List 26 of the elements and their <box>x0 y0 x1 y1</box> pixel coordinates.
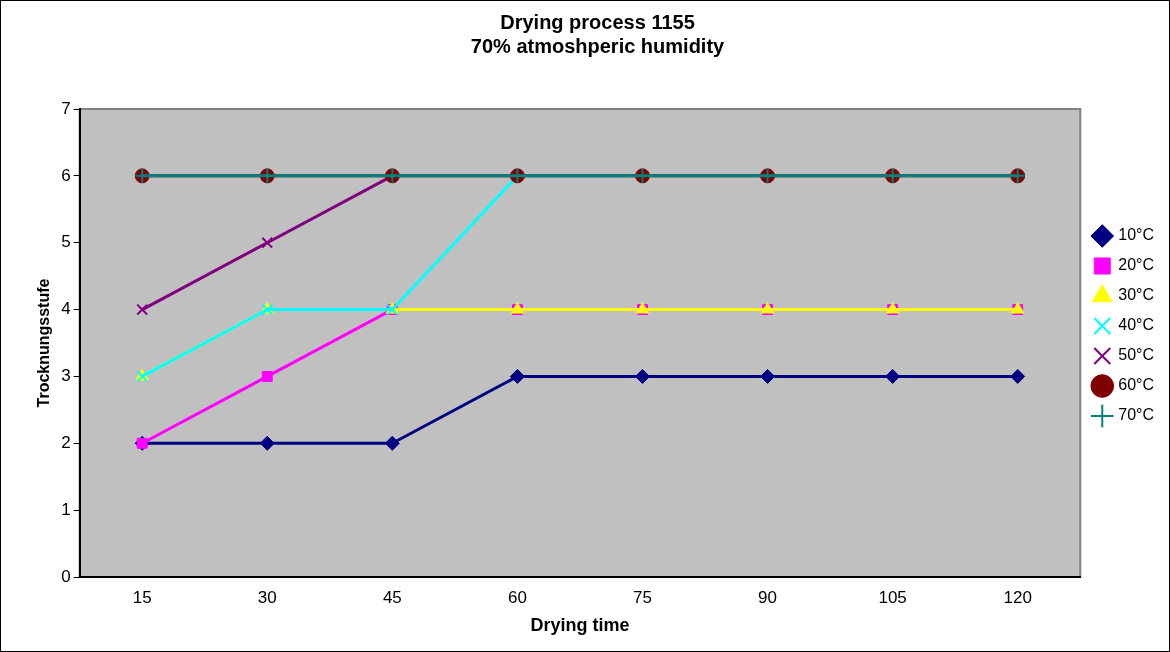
x-tick-label: 30 <box>257 587 277 607</box>
legend-label: 60°C <box>1118 376 1154 394</box>
x-axis-title: Drying time <box>530 615 630 636</box>
y-tick-label: 4 <box>61 299 71 319</box>
legend-label: 20°C <box>1118 256 1154 274</box>
legend-label: 50°C <box>1118 346 1154 364</box>
y-axis-title: Trocknungsstufe <box>35 278 53 408</box>
y-tick-label: 3 <box>61 366 71 386</box>
y-tick-label: 6 <box>61 165 71 185</box>
y-tick-label: 7 <box>61 98 71 118</box>
legend-label: 30°C <box>1118 286 1154 304</box>
legend-label: 40°C <box>1118 316 1154 334</box>
y-tick-label: 1 <box>61 499 71 519</box>
y-tick-label: 0 <box>61 566 71 586</box>
x-tick-label: 120 <box>1003 587 1032 607</box>
x-tick-label: 75 <box>633 587 652 607</box>
x-tick-label: 45 <box>382 587 402 607</box>
chart-title: Drying process 1155 70% atmoshperic humidity <box>470 10 726 57</box>
x-tick-label: 15 <box>132 587 152 607</box>
legend-label: 10°C <box>1118 226 1154 244</box>
x-tick-label: 60 <box>507 587 527 607</box>
x-tick-label: 105 <box>878 587 907 607</box>
y-tick-label: 5 <box>61 232 71 252</box>
y-tick-label: 2 <box>61 432 71 452</box>
x-tick-label: 90 <box>758 587 778 607</box>
legend-label: 70°C <box>1118 406 1154 424</box>
